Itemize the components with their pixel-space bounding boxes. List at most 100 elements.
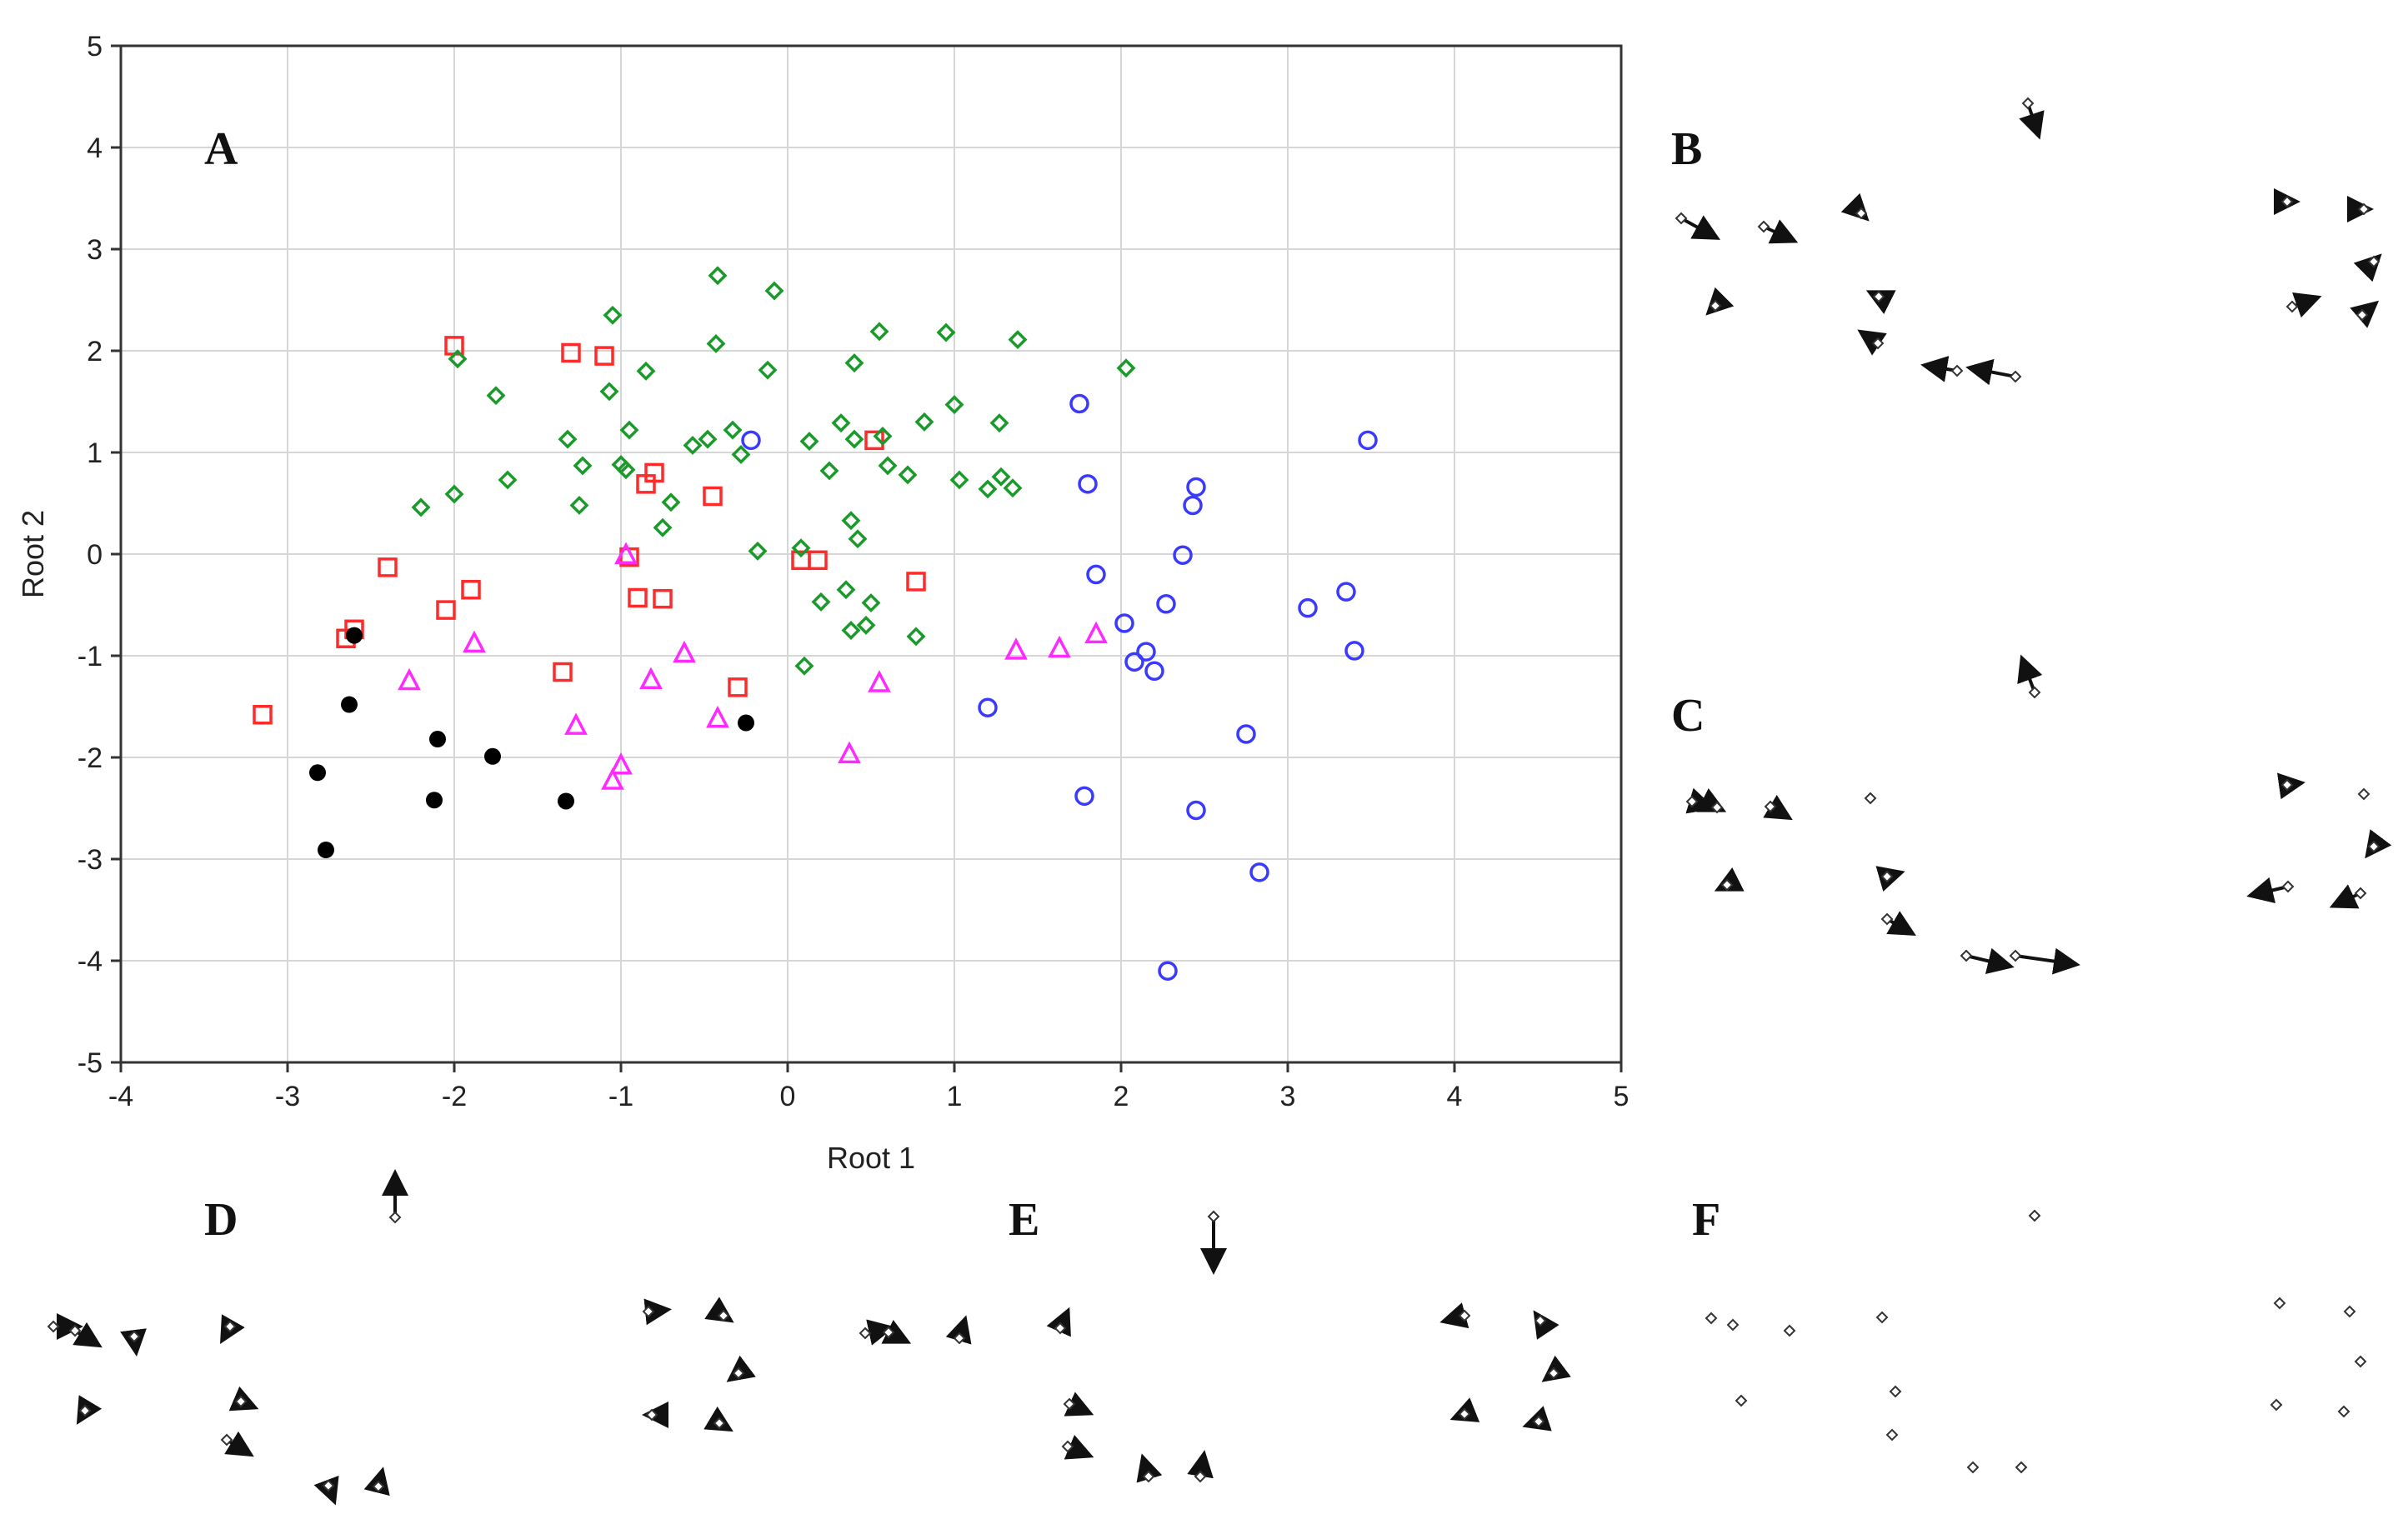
landmark-point: [322, 1479, 335, 1492]
landmark-point: [2367, 255, 2380, 268]
data-point-diamond: [936, 322, 956, 342]
data-point-diamond: [944, 395, 964, 415]
landmark-point: [1960, 949, 1973, 962]
data-point-square: [436, 600, 456, 620]
gridlines: [121, 46, 1621, 1062]
data-point-circle: [1078, 474, 1098, 494]
landmark-point: [2355, 308, 2369, 322]
y-tick-label: -4: [78, 946, 103, 977]
data-point-diamond: [841, 621, 861, 640]
data-point-circle: [1074, 786, 1094, 807]
landmark-point: [1726, 1318, 1740, 1332]
data-point-filled-circle: [318, 842, 334, 859]
landmark-point: [1675, 212, 1688, 225]
data-point-diamond: [616, 460, 636, 480]
landmark-point: [2015, 1461, 2028, 1474]
data-point-diamond: [698, 429, 718, 449]
x-tick-label: 4: [1447, 1081, 1463, 1112]
data-point-diamond: [844, 353, 864, 373]
data-point-diamond: [848, 529, 868, 549]
data-point-diamond: [861, 593, 881, 613]
data-point-circle: [1069, 393, 1089, 414]
data-point-diamond: [444, 484, 464, 504]
landmark-point: [732, 1367, 745, 1380]
data-point-diamond: [603, 305, 623, 325]
landmark-point: [2280, 195, 2294, 208]
landmark-point: [1855, 207, 1868, 220]
data-point-diamond: [791, 538, 811, 558]
data-point-diamond: [799, 432, 819, 452]
data-point-square: [594, 346, 614, 366]
y-tick-label: 1: [87, 437, 103, 469]
landmark-point: [1710, 801, 1724, 814]
data-point-diamond: [873, 427, 893, 446]
data-point-circle: [741, 430, 761, 451]
landmark-point: [645, 1408, 658, 1422]
data-point-diamond: [898, 465, 918, 485]
landmark-point: [2009, 949, 2022, 962]
landmark-point: [1885, 1428, 1899, 1442]
x-tick-label: -2: [442, 1081, 467, 1112]
data-point-circle: [1344, 641, 1364, 661]
displacement-arrow: [1965, 358, 2016, 386]
data-point-diamond: [764, 281, 784, 301]
data-point-diamond: [706, 333, 726, 353]
data-point-diamond: [748, 541, 768, 561]
landmark-panel-e: [859, 1210, 1571, 1483]
x-tick-label: -1: [608, 1081, 633, 1112]
data-point-diamond: [723, 420, 743, 440]
data-point-square: [461, 579, 481, 600]
landmark-point: [2343, 1305, 2356, 1318]
data-point-diamond: [949, 470, 969, 490]
landmark-point: [223, 1320, 237, 1333]
landmark-point: [1705, 1312, 1718, 1325]
x-tick-label: -3: [275, 1081, 300, 1112]
x-tick-label: 3: [1280, 1081, 1296, 1112]
data-point-diamond: [619, 420, 639, 440]
data-point-filled-circle: [309, 764, 326, 782]
landmark-panel-c: [1685, 654, 2392, 975]
data-point-square: [378, 557, 398, 577]
landmark-point: [47, 1320, 60, 1333]
data-point-diamond: [708, 266, 728, 286]
landmark-point: [1054, 1322, 1067, 1335]
data-point-circle: [1124, 652, 1144, 672]
data-point-diamond: [486, 386, 506, 406]
data-point-circle: [1156, 594, 1176, 614]
y-tick-label: 5: [87, 31, 103, 62]
landmark-point: [2354, 1355, 2367, 1368]
landmark-panel-d: [47, 1169, 756, 1506]
landmark-point: [1871, 337, 1885, 350]
data-point-circle: [1158, 961, 1178, 981]
data-point-triangle: [601, 767, 624, 790]
landmark-point: [78, 1404, 92, 1417]
landmark-point: [234, 1395, 248, 1408]
data-point-triangle: [614, 542, 638, 564]
landmark-point: [1061, 1440, 1074, 1453]
data-point-circle: [1114, 613, 1134, 633]
landmark-point: [2285, 300, 2299, 313]
data-point-circle: [1298, 597, 1318, 618]
data-point-diamond: [498, 470, 518, 490]
displacement-arrow: [1965, 947, 2015, 974]
displacement-arrow: [1763, 219, 1799, 244]
data-point-diamond: [1003, 478, 1023, 498]
data-point-diamond: [683, 435, 703, 455]
data-point-diamond: [731, 444, 751, 464]
data-point-diamond: [653, 517, 673, 537]
displacement-arrow: [2019, 102, 2045, 140]
landmark-point: [2270, 1398, 2283, 1412]
landmark-point: [1709, 299, 1722, 312]
landmark-point: [2367, 840, 2380, 853]
y-tick-label: -1: [78, 641, 103, 672]
data-point-square: [644, 462, 664, 483]
landmark-point: [2281, 880, 2295, 893]
landmark-point: [1720, 878, 1734, 892]
panel-label-d: D: [204, 1194, 238, 1246]
data-point-circle: [978, 697, 998, 717]
landmark-point: [1547, 1367, 1560, 1380]
data-point-diamond: [661, 492, 681, 512]
landmark-panel-b: [1675, 97, 2382, 386]
data-point-circle: [1186, 477, 1206, 497]
